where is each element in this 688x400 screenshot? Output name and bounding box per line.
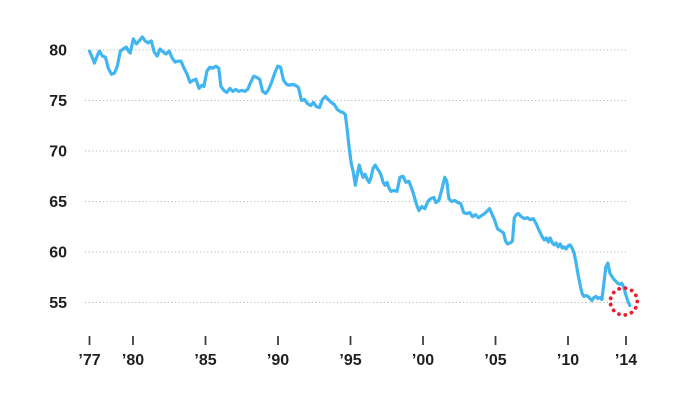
x-axis-label-1995: ’95 [339, 352, 361, 369]
x-axis-label-2005: ’05 [484, 352, 506, 369]
data-line-series [87, 35, 632, 308]
y-axis-label-55: 55 [49, 295, 67, 312]
y-axis-label-65: 65 [49, 194, 67, 211]
x-axis-label-1977: ’77 [78, 352, 100, 369]
y-axis-label-60: 60 [49, 245, 67, 262]
y-axis-label-70: 70 [49, 144, 67, 161]
x-axis-label-2010: ’10 [557, 352, 579, 369]
x-axis-label-2014: ’14 [615, 352, 637, 369]
x-axis-label-1980: ’80 [122, 352, 144, 369]
x-axis-label-2000: ’00 [412, 352, 434, 369]
y-axis-label-75: 75 [49, 93, 67, 110]
x-axis-label-1990: ’90 [267, 352, 289, 369]
x-axis-label-1985: ’85 [194, 352, 216, 369]
highlight-dotted-circle [608, 286, 640, 317]
y-axis-label-80: 80 [49, 43, 67, 60]
